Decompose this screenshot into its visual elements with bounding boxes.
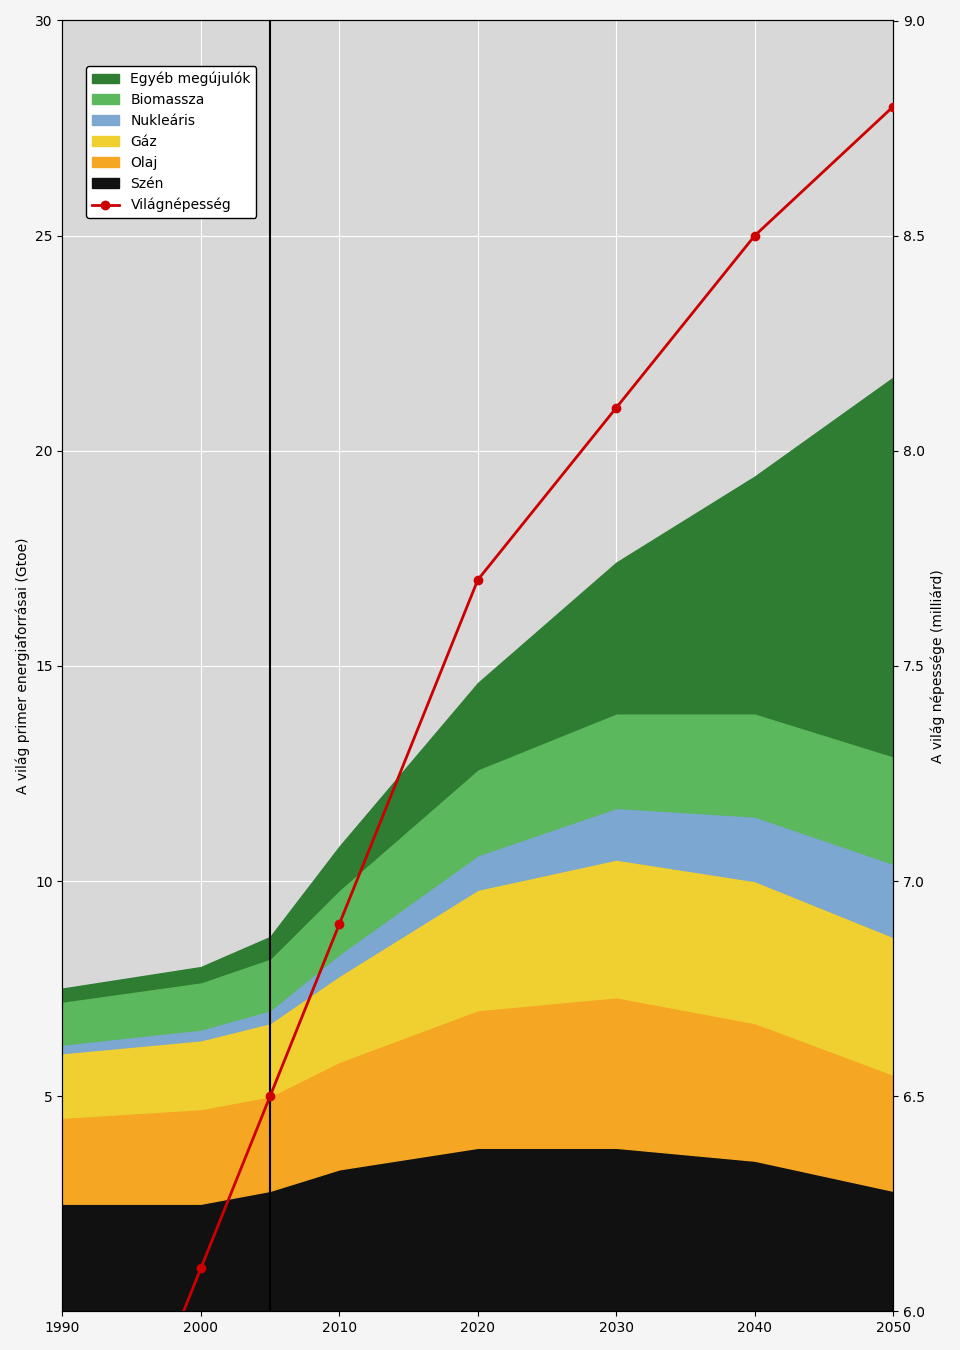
Legend: Egyéb megújulók, Biomassza, Nukleáris, Gáz, Olaj, Szén, Világnépesség: Egyéb megújulók, Biomassza, Nukleáris, G… [86, 66, 256, 217]
Y-axis label: A világ primer energiaforrásai (Gtoe): A világ primer energiaforrásai (Gtoe) [15, 537, 30, 794]
Y-axis label: A világ népessége (milliárd): A világ népessége (milliárd) [930, 568, 945, 763]
